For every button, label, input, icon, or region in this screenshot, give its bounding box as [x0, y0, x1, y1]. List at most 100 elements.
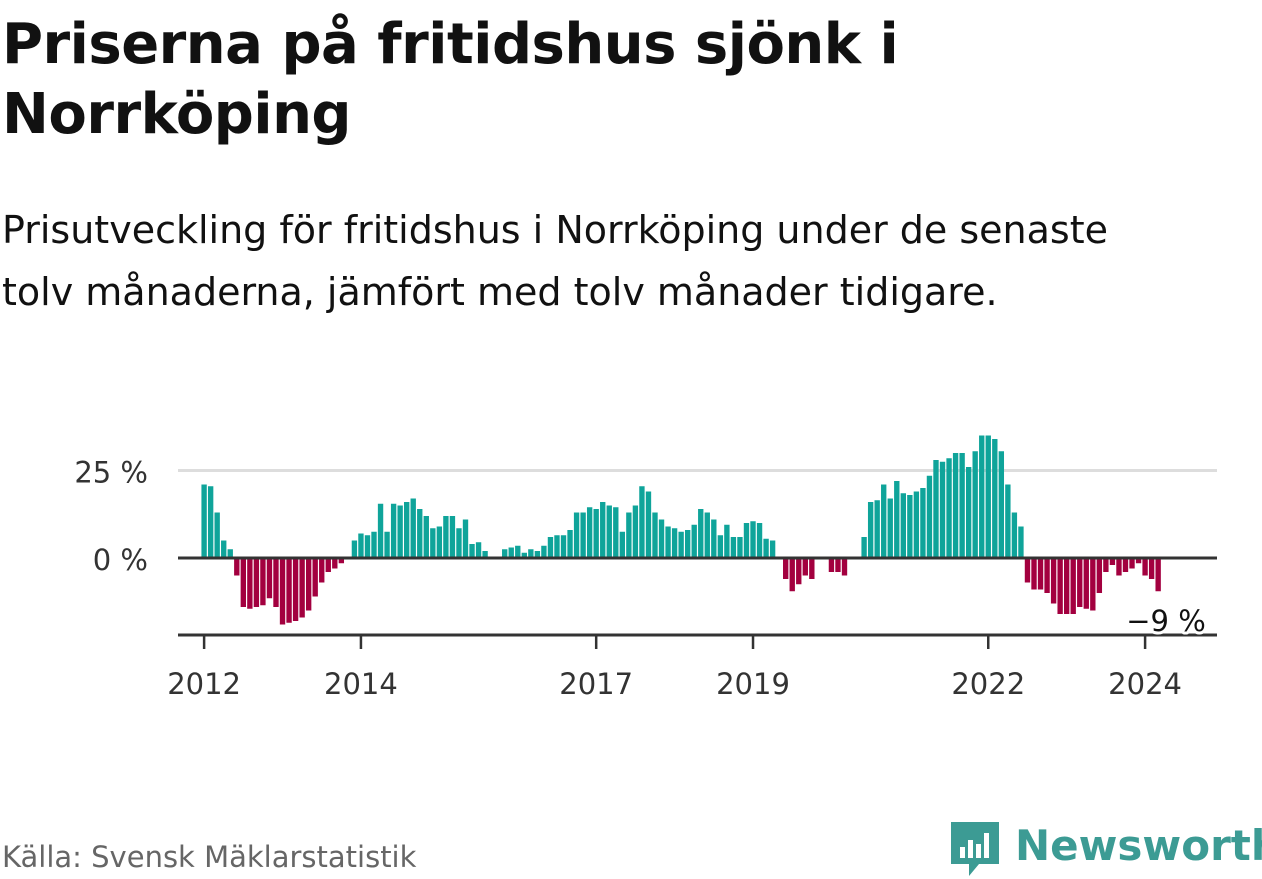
bar — [286, 558, 292, 623]
y-tick-label: 25 % — [74, 456, 148, 490]
bar — [704, 512, 710, 558]
x-tick-label: 2022 — [951, 667, 1025, 700]
bar — [881, 484, 887, 558]
bar — [606, 505, 612, 558]
bar — [1142, 558, 1148, 576]
bar — [698, 509, 704, 558]
bar — [985, 435, 991, 558]
brand-name: Newsworthy — [1015, 821, 1262, 870]
x-tick-label: 2012 — [167, 667, 241, 700]
bar — [397, 505, 403, 558]
bar — [247, 558, 253, 609]
bar — [769, 540, 776, 558]
bar — [1070, 558, 1076, 614]
bar — [469, 544, 475, 558]
bar — [639, 486, 645, 558]
bar — [1103, 558, 1109, 572]
bar — [619, 531, 626, 558]
bar — [502, 549, 508, 558]
bar — [586, 507, 593, 558]
bar — [933, 460, 939, 558]
bar — [377, 503, 384, 558]
bar — [260, 558, 266, 606]
bar — [1135, 558, 1142, 564]
brand-logo[interactable]: Newsworthy — [951, 820, 1262, 878]
bar — [371, 531, 377, 558]
bar — [730, 537, 737, 558]
bar — [1064, 558, 1070, 614]
y-tick-label: 0 % — [93, 543, 148, 577]
x-tick-label: 2024 — [1108, 667, 1182, 700]
bar — [913, 491, 920, 558]
bar — [861, 537, 867, 558]
bar — [443, 516, 449, 558]
bar — [783, 558, 789, 579]
bar — [207, 486, 214, 558]
bar — [965, 467, 972, 558]
bar — [600, 502, 606, 558]
bar — [358, 533, 364, 558]
bar — [671, 528, 678, 558]
bar — [240, 558, 246, 607]
bar — [645, 491, 652, 558]
bar — [737, 537, 743, 558]
bar — [952, 453, 959, 558]
bar — [632, 505, 639, 558]
x-tick-label: 2017 — [559, 667, 633, 700]
bar — [717, 535, 724, 558]
bar — [1148, 558, 1155, 579]
bar — [828, 558, 835, 572]
chart-subtitle: Prisutveckling för fritidshus i Norrköpi… — [2, 208, 1109, 314]
bar — [1122, 558, 1129, 572]
bar — [979, 435, 985, 558]
bar — [874, 500, 880, 558]
bar — [384, 531, 390, 558]
bar — [482, 551, 488, 558]
bar — [299, 558, 305, 618]
newsworthy-logo-icon — [951, 822, 999, 876]
bar — [534, 551, 541, 558]
bar — [1077, 558, 1083, 607]
bar — [423, 516, 429, 558]
chart-title: Priserna på fritidshus sjönk i Norrköpin… — [2, 12, 899, 147]
bar — [750, 521, 756, 558]
bar — [1155, 558, 1161, 592]
bar — [580, 512, 586, 558]
bar — [214, 512, 220, 558]
bar — [1031, 558, 1037, 590]
bar — [364, 535, 371, 558]
bar — [867, 502, 874, 558]
bar — [835, 558, 841, 572]
bar — [1011, 512, 1018, 558]
source-note: Källa: Svensk Mäklarstatistik — [2, 840, 417, 874]
bar — [234, 558, 240, 576]
bar — [789, 558, 795, 592]
bar — [253, 558, 260, 607]
bar — [449, 516, 456, 558]
bar — [430, 528, 436, 558]
bar — [678, 531, 684, 558]
bar — [390, 503, 397, 558]
bar — [404, 502, 410, 558]
bar — [946, 458, 952, 558]
bar — [959, 453, 965, 558]
bar — [626, 512, 632, 558]
bar — [920, 488, 926, 558]
bar — [593, 509, 599, 558]
bar — [907, 495, 913, 558]
bar — [756, 523, 763, 558]
bar — [338, 558, 345, 564]
bar — [724, 524, 730, 558]
bar — [332, 558, 338, 569]
bar — [613, 507, 619, 558]
bar — [221, 540, 227, 558]
bar — [1090, 558, 1096, 611]
bar — [351, 540, 358, 558]
bar — [1083, 558, 1089, 609]
bar — [292, 558, 299, 621]
bar-chart: 0 % 25 % 2012 2014 2017 2019 2022 2024 −9 % — [74, 435, 1217, 700]
bar — [1109, 558, 1116, 565]
bar — [992, 439, 998, 558]
bar — [436, 526, 443, 558]
bar — [887, 498, 893, 558]
